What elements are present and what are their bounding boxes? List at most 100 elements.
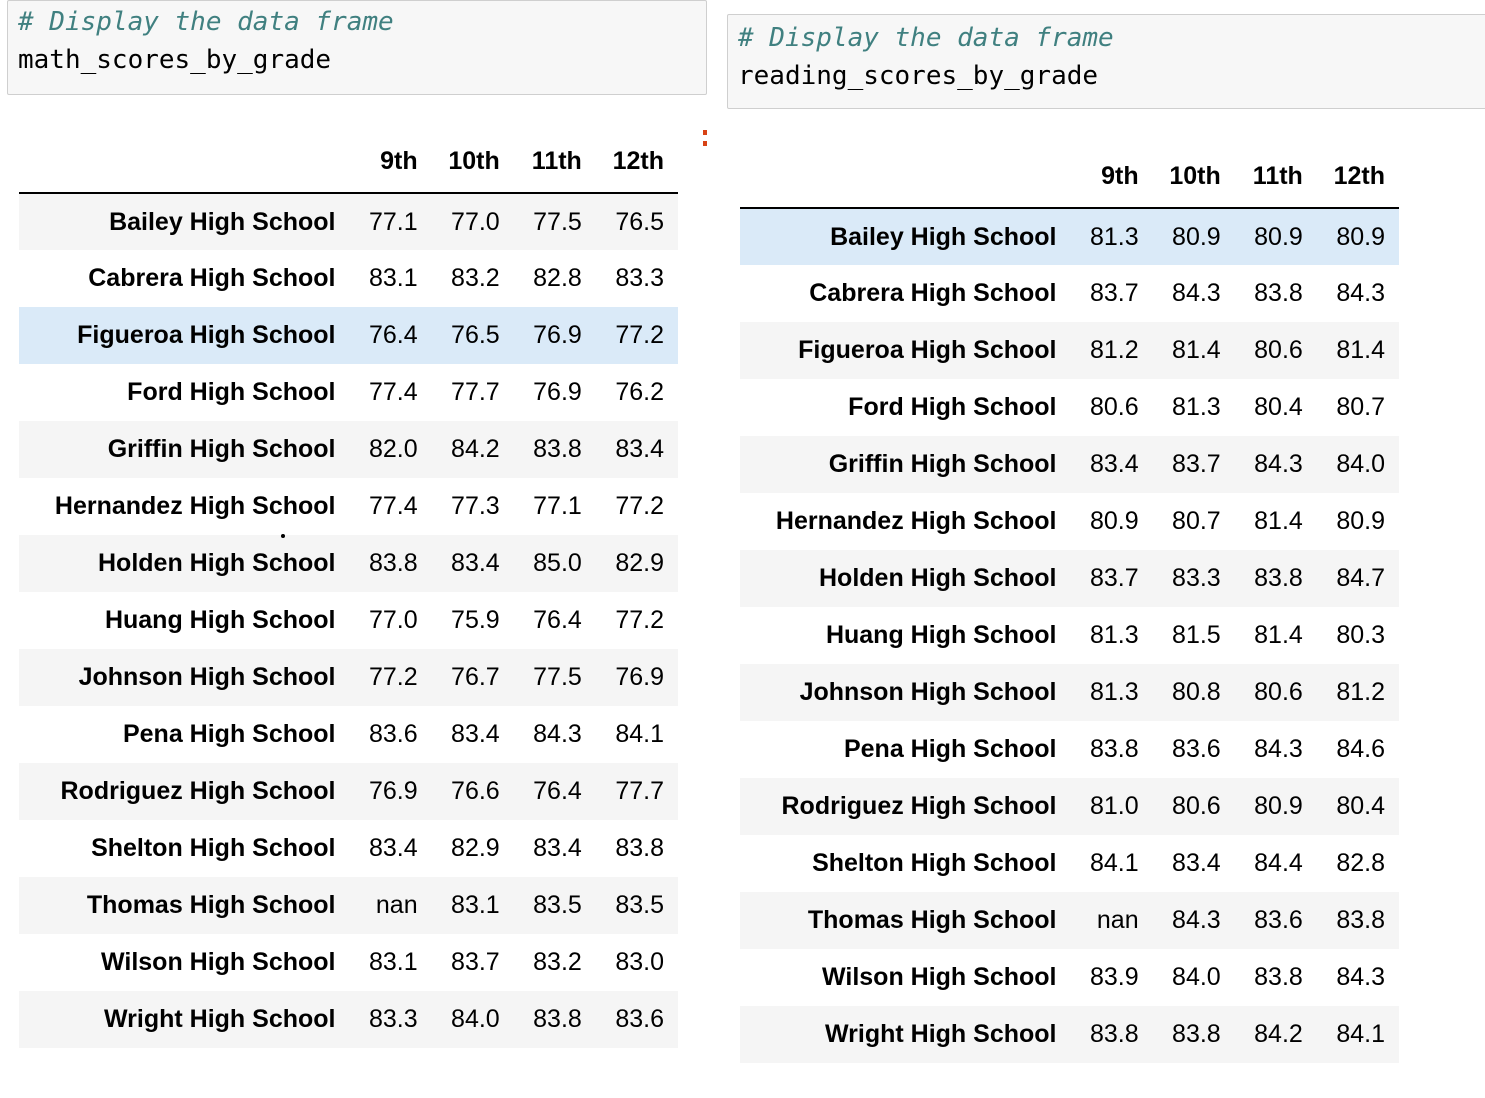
table-cell: 83.6 [368, 720, 418, 748]
table-cell: 80.8 [1172, 678, 1221, 706]
table-cell: 80.6 [1254, 336, 1303, 364]
table-cell: 83.8 [368, 549, 418, 577]
table-cell: nan [1096, 906, 1139, 934]
table-cell: 83.4 [451, 720, 500, 748]
row-index-label: Holden High School [98, 549, 336, 577]
table-cell: 80.9 [1336, 507, 1385, 535]
row-index-label: Bailey High School [109, 207, 336, 236]
table-row: Pena High School 83.8 83.6 84.3 84.6 [740, 721, 1399, 778]
table-cell: 83.8 [1089, 1020, 1139, 1048]
column-header: 11th [513, 131, 596, 194]
table-cell: 81.3 [1172, 393, 1221, 421]
table-cell: 77.3 [451, 492, 500, 520]
table-cell: 80.6 [1172, 792, 1221, 820]
table-cell: 76.9 [615, 663, 664, 691]
table-cell: 80.4 [1254, 393, 1303, 421]
table-cell: 83.8 [1254, 564, 1303, 592]
table-cell: 83.8 [615, 834, 664, 862]
column-header: 12th [595, 131, 678, 194]
table-cell: 80.9 [1254, 222, 1303, 251]
table-cell: 83.3 [615, 264, 664, 292]
table-row: Johnson High School 81.3 80.8 80.6 81.2 [740, 664, 1399, 721]
table-cell: 83.2 [533, 948, 582, 976]
table-cell: 76.9 [368, 777, 418, 805]
row-index-label: Huang High School [825, 621, 1057, 649]
table-cell: 83.8 [1254, 279, 1303, 307]
table-cell: 84.0 [451, 1005, 500, 1033]
table-cell: 81.4 [1254, 507, 1303, 535]
table-cell: 77.0 [368, 606, 418, 634]
table-cell: 82.9 [451, 834, 500, 862]
table-cell: 84.3 [1172, 279, 1221, 307]
table-cell: 81.4 [1254, 621, 1303, 649]
table-cell: 83.6 [1254, 906, 1303, 934]
table-cell: 77.5 [533, 207, 582, 236]
table-cell: 81.2 [1089, 336, 1139, 364]
row-index-label: Wright High School [825, 1020, 1057, 1048]
table-row: Thomas High School nan 84.3 83.6 83.8 [740, 892, 1399, 949]
table-cell: 77.2 [615, 492, 664, 520]
table-cell: 77.4 [368, 378, 418, 406]
table-cell: 83.1 [368, 948, 418, 976]
row-index-label: Thomas High School [807, 906, 1057, 934]
table-row: Holden High School 83.8 83.4 85.0 82.9 [19, 535, 678, 592]
table-cell: 83.8 [1336, 906, 1385, 934]
table-cell: 84.3 [1336, 279, 1385, 307]
table-cell: 84.6 [1336, 735, 1385, 763]
row-index-label: Bailey High School [830, 222, 1057, 251]
row-index-label: Cabrera High School [88, 264, 336, 292]
table-cell: 81.3 [1089, 678, 1139, 706]
table-row: Shelton High School 83.4 82.9 83.4 83.8 [19, 820, 678, 877]
table-cell: 76.5 [451, 321, 500, 349]
table-row: Griffin High School 83.4 83.7 84.3 84.0 [740, 436, 1399, 493]
column-header: 12th [1316, 146, 1399, 209]
table-cell: 80.9 [1089, 507, 1139, 535]
table-cell: 76.2 [615, 378, 664, 406]
table-cell: 82.0 [368, 435, 418, 463]
table-cell: 80.4 [1336, 792, 1385, 820]
reading-scores-table: 9th 10th 11th 12th Bailey High School 81.… [740, 146, 1399, 1063]
math-scores-table: 9th 10th 11th 12th Bailey High School 77.… [19, 131, 678, 1048]
table-cell: 83.4 [615, 435, 664, 463]
table-row: Hernandez High School 80.9 80.7 81.4 80.9 [740, 493, 1399, 550]
table-cell: 77.1 [368, 207, 418, 236]
table-cell: 84.3 [1336, 963, 1385, 991]
table-row: Bailey High School 77.1 77.0 77.5 76.5 [19, 193, 678, 250]
table-cell: 84.2 [451, 435, 500, 463]
table-cell: 76.9 [533, 378, 582, 406]
table-row: Hernandez High School 77.4 77.3 77.1 77.2 [19, 478, 678, 535]
table-cell: 81.4 [1172, 336, 1221, 364]
table-cell: 76.7 [451, 663, 500, 691]
table-cell: 81.4 [1336, 336, 1385, 364]
table-cell: 80.9 [1172, 222, 1221, 251]
row-index-label: Holden High School [819, 564, 1057, 592]
table-cell: 83.4 [533, 834, 582, 862]
row-index-label: Johnson High School [78, 663, 336, 691]
table-cell: 77.1 [533, 492, 582, 520]
table-cell: 81.3 [1089, 621, 1139, 649]
table-cell: 83.8 [1172, 1020, 1221, 1048]
table-cell: 84.1 [1089, 849, 1139, 877]
table-cell: 80.7 [1336, 393, 1385, 421]
stray-dot [281, 534, 285, 538]
table-cell: 81.5 [1172, 621, 1221, 649]
table-cell: 81.0 [1089, 792, 1139, 820]
table-row: Wilson High School 83.1 83.7 83.2 83.0 [19, 934, 678, 991]
column-header: 11th [1234, 146, 1317, 209]
table-cell: 82.8 [533, 264, 582, 292]
table-row: Ford High School 77.4 77.7 76.9 76.2 [19, 364, 678, 421]
code-cell-math[interactable]: # Display the data frame math_scores_by_… [7, 0, 707, 95]
row-index-label: Cabrera High School [809, 279, 1057, 307]
table-cell: 77.2 [615, 321, 664, 349]
table-row: Shelton High School 84.1 83.4 84.4 82.8 [740, 835, 1399, 892]
table-cell: 80.9 [1336, 222, 1385, 251]
code-cell-reading[interactable]: # Display the data frame reading_scores_… [727, 14, 1485, 109]
table-row: Figueroa High School 81.2 81.4 80.6 81.4 [740, 322, 1399, 379]
table-cell: 83.7 [1089, 564, 1139, 592]
row-index-label: Pena High School [843, 735, 1057, 763]
table-cell: 75.9 [451, 606, 500, 634]
code-comment: # Display the data frame [738, 23, 1114, 53]
table-cell: 84.0 [1336, 450, 1385, 478]
table-cell: 83.4 [451, 549, 500, 577]
row-index-label: Shelton High School [91, 834, 336, 862]
